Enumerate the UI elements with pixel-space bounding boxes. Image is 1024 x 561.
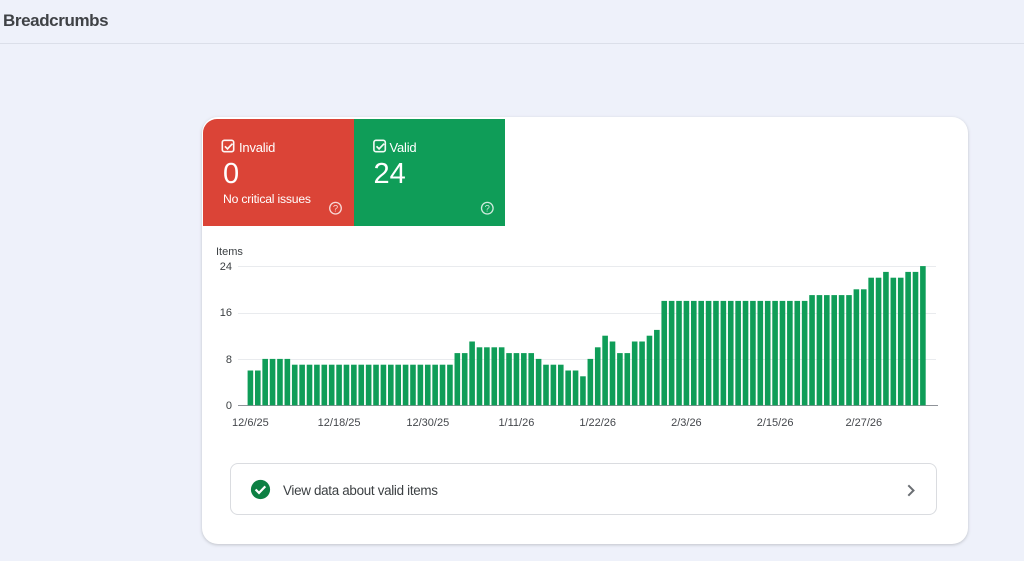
svg-text:?: ? — [333, 204, 338, 215]
svg-text:?: ? — [485, 204, 490, 215]
